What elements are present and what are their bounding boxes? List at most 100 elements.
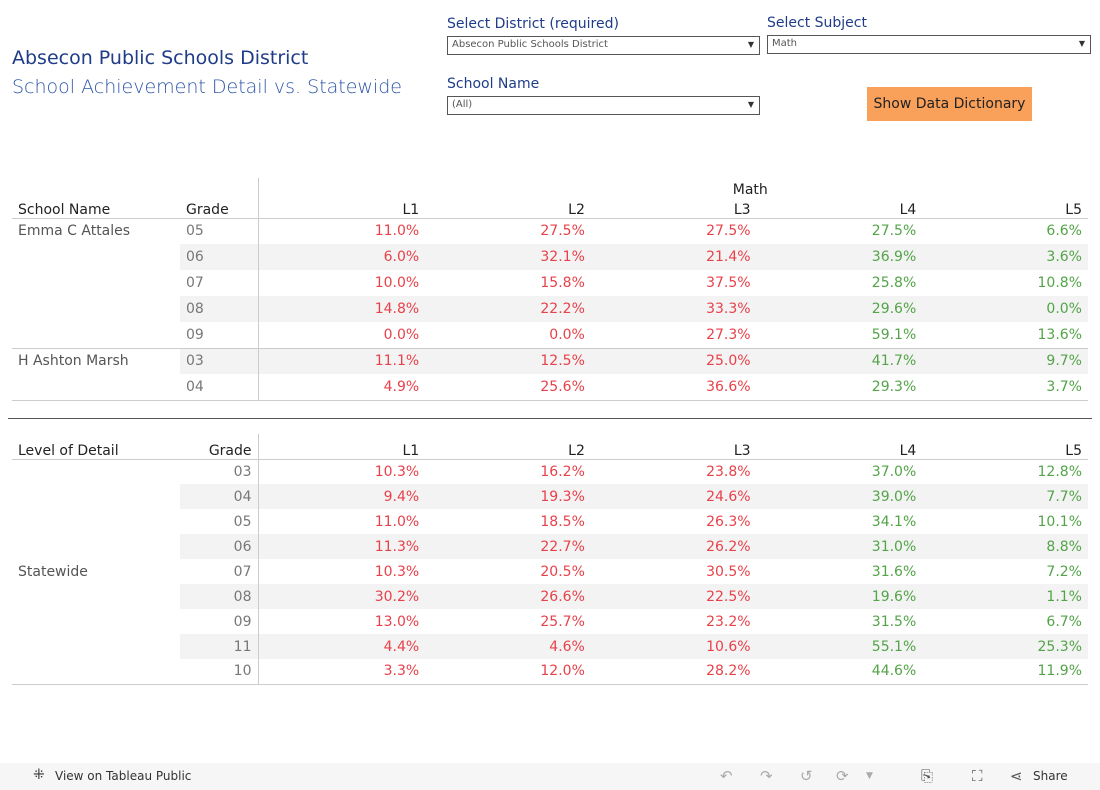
table-row: 07 10.3% 20.5% 30.5% 31.6% 7.2% [12,559,1088,584]
cell-L5: 7.7% [922,484,1088,509]
refresh-icon[interactable]: ⟳ [836,767,849,785]
school-dropdown[interactable]: (All) ▼ [447,96,760,115]
table-row: H Ashton Marsh 03 11.1% 12.5% 25.0% 41.7% 9.7% [12,348,1088,374]
subject-dropdown[interactable]: Math ▼ [767,35,1091,54]
cell-L3: 21.4% [590,244,757,270]
cell-L5: 10.1% [1037,513,1082,530]
cell-L5: 10.8% [1037,275,1082,291]
cell-L1: 0.0% [257,322,426,348]
cell-L1: 11.3% [257,534,426,559]
table-row: 07 10.0% 15.8% 37.5% 25.8% 10.8% [12,270,1088,296]
grade: 05 [233,513,252,530]
grade: 04 [180,484,258,509]
table-row: 04 9.4% 19.3% 24.6% 39.0% 7.7% [12,484,1088,509]
cell-L4: 59.1% [871,326,917,343]
column-header: Level of Detail [18,442,119,459]
cell-L5: 3.7% [1046,378,1082,395]
cell-L5: 6.6% [1046,223,1082,240]
column-header: L5 [1065,201,1082,218]
cell-L3: 22.5% [590,584,757,609]
grade: 05 [186,223,204,240]
cell-L4: 31.0% [756,534,923,559]
column-header: L1 [257,198,426,218]
cell-L5: 7.2% [1046,563,1082,580]
grade: 03 [180,348,258,374]
school-name [12,244,180,270]
column-header: L4 [899,442,917,459]
grade: 04 [186,378,204,395]
grade: 07 [233,563,252,580]
cell-L5: 6.7% [1046,613,1082,630]
cell-L5: 13.6% [1037,326,1082,343]
cell-L4: 31.5% [871,613,917,630]
cell-L3: 27.5% [706,223,751,240]
column-header: L2 [568,201,585,218]
cell-L2: 27.5% [540,223,585,240]
cell-L3: 27.3% [706,326,751,343]
subject-value: Math [772,38,798,49]
show-data-dictionary-button[interactable]: Show Data Dictionary [867,87,1032,121]
fullscreen-icon[interactable]: ⛶ [972,767,983,785]
cell-L3: 26.3% [706,513,751,530]
cell-L4: 29.3% [871,378,917,395]
footer-toolbar: ⁜ View on Tableau Public ↶ ↷ ↺ ⟳ ▼ ⎘ ⛶ ⋖… [0,763,1100,790]
tableau-logo-icon: ⁜ [33,767,45,783]
table-row: 08 14.8% 22.2% 33.3% 29.6% 0.0% [12,296,1088,322]
cell-L4: 39.0% [756,484,923,509]
table-row: 10 3.3% 12.0% 28.2% 44.6% 11.9% [12,659,1088,684]
cell-L4: 41.7% [756,348,923,374]
cell-L2: 12.0% [540,663,585,680]
cell-L2: 22.7% [425,534,591,559]
view-on-tableau-link[interactable]: View on Tableau Public [55,769,192,783]
cell-L5: 25.3% [922,634,1088,659]
dropdown-arrow-icon: ▼ [1078,39,1085,48]
level-of-detail: Statewide [18,563,88,580]
cell-L4: 55.1% [756,634,923,659]
cell-L4: 37.0% [871,463,917,480]
cell-L5: 11.9% [1037,663,1082,680]
grade: 09 [233,613,252,630]
cell-L4: 44.6% [871,663,917,680]
grade: 08 [180,584,258,609]
column-header: School Name [18,201,111,218]
table-row: 09 0.0% 0.0% 27.3% 59.1% 13.6% [12,322,1088,348]
subject-filter-label: Select Subject [767,15,867,31]
school-name [12,374,180,400]
grade: 10 [233,663,252,680]
grade: 06 [180,534,258,559]
district-dropdown[interactable]: Absecon Public Schools District ▼ [447,36,760,55]
school-filter-label: School Name [447,76,540,92]
grade: 03 [233,463,252,480]
cell-L5: 0.0% [922,296,1088,322]
cell-L2: 19.3% [425,484,591,509]
cell-L3: 23.8% [706,463,751,480]
share-button[interactable]: Share [1033,769,1068,783]
share-icon[interactable]: ⋖ [1010,767,1023,785]
cell-L2: 25.6% [540,378,585,395]
cell-L3: 28.2% [706,663,751,680]
column-header: Grade [186,201,229,218]
column-header: L4 [899,201,917,218]
cell-L2: 15.8% [540,275,585,291]
redo-icon[interactable]: ↷ [760,767,773,785]
download-icon[interactable]: ⎘ [921,767,934,785]
cell-L1: 10.3% [257,559,426,584]
revert-icon[interactable]: ↺ [800,767,813,785]
cell-L3: 37.5% [706,275,751,291]
dropdown-arrow-icon[interactable]: ▼ [866,771,873,781]
cell-L3: 23.2% [706,613,751,630]
undo-icon[interactable]: ↶ [720,767,733,785]
school-achievement-table: Math School Name Grade L1 L2 L3 L4 L5 Emma C Att… [12,178,1088,401]
cell-L3: 36.6% [706,378,751,395]
cell-L4: 36.9% [756,244,923,270]
cell-L2: 32.1% [425,244,591,270]
cell-L4: 27.5% [871,223,917,240]
cell-L3: 26.2% [590,534,757,559]
statewide-table: Level of Detail Grade L1 L2 L3 L4 L5 Statewide 0… [12,434,1088,685]
school-name [12,322,180,348]
cell-L4: 29.6% [756,296,923,322]
column-header: L2 [568,442,585,459]
table-row: 06 6.0% 32.1% 21.4% 36.9% 3.6% [12,244,1088,270]
cell-L1: 11.1% [257,348,426,374]
column-header: L5 [1065,442,1082,459]
